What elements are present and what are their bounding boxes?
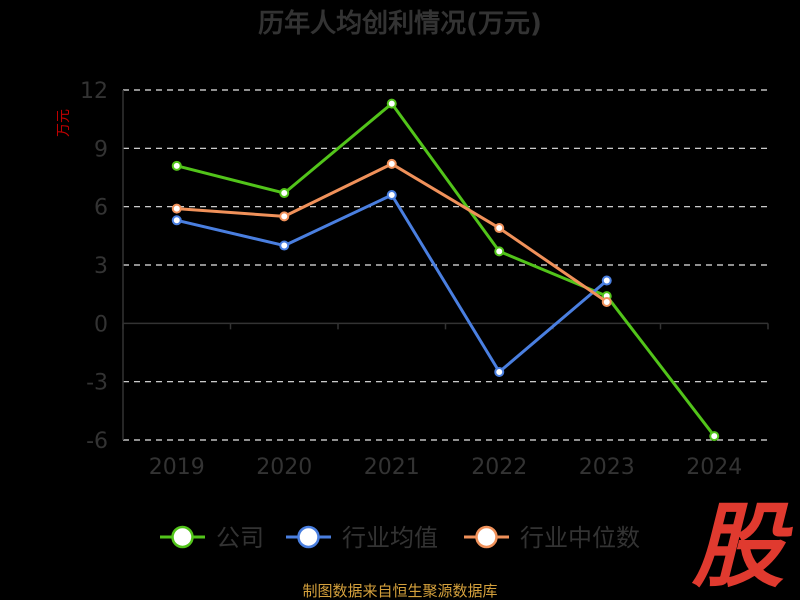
legend-marker	[475, 525, 498, 549]
data-point	[171, 215, 182, 226]
grid-lines	[123, 89, 768, 441]
legend-marker	[297, 525, 320, 549]
data-point	[386, 190, 397, 200]
x-tick-label: 2019	[149, 455, 205, 480]
legend-label: 行业中位数	[520, 524, 640, 552]
source-note: 制图数据来自恒生聚源数据库	[302, 582, 497, 600]
y-axis-unit: 万元	[56, 109, 72, 137]
data-point	[386, 98, 397, 109]
data-point	[171, 160, 182, 171]
y-tick-label: 9	[94, 137, 108, 162]
legend-marker	[171, 525, 194, 549]
legend-label: 公司	[216, 524, 264, 552]
series-line	[176, 102, 716, 438]
x-tick-label: 2020	[256, 455, 312, 480]
data-point	[279, 188, 290, 199]
series-lines	[171, 98, 720, 442]
legend-label: 行业均值	[342, 524, 438, 552]
series-line	[176, 193, 608, 374]
series-line	[176, 162, 608, 304]
y-tick-label: 12	[80, 79, 108, 104]
x-tick-label: 2024	[686, 455, 742, 480]
x-tick-label: 2023	[579, 455, 635, 480]
data-point	[171, 203, 182, 214]
data-point	[279, 240, 290, 251]
data-point	[494, 246, 505, 257]
chart-title: 历年人均创利情况(万元)	[258, 8, 542, 39]
y-tick-label: 3	[94, 254, 108, 279]
axes: 12 9 6 3 0 -3 -6 2019 2020 2021 2022 2023 2024	[80, 79, 769, 480]
y-tick-label: -3	[86, 371, 108, 396]
watermark-logo: 股	[691, 493, 793, 600]
data-point	[494, 366, 505, 377]
data-point	[601, 275, 612, 286]
data-point	[494, 223, 505, 234]
y-tick-label: -6	[86, 429, 108, 454]
data-point	[601, 296, 612, 307]
y-tick-label: 0	[94, 312, 108, 337]
x-tick-label: 2022	[471, 455, 527, 480]
data-point	[279, 211, 290, 222]
data-point	[709, 431, 720, 442]
x-tick-label: 2021	[364, 455, 420, 480]
data-point	[386, 158, 397, 169]
y-tick-label: 6	[94, 196, 108, 221]
legend: 公司 行业均值 行业中位数	[160, 524, 640, 552]
